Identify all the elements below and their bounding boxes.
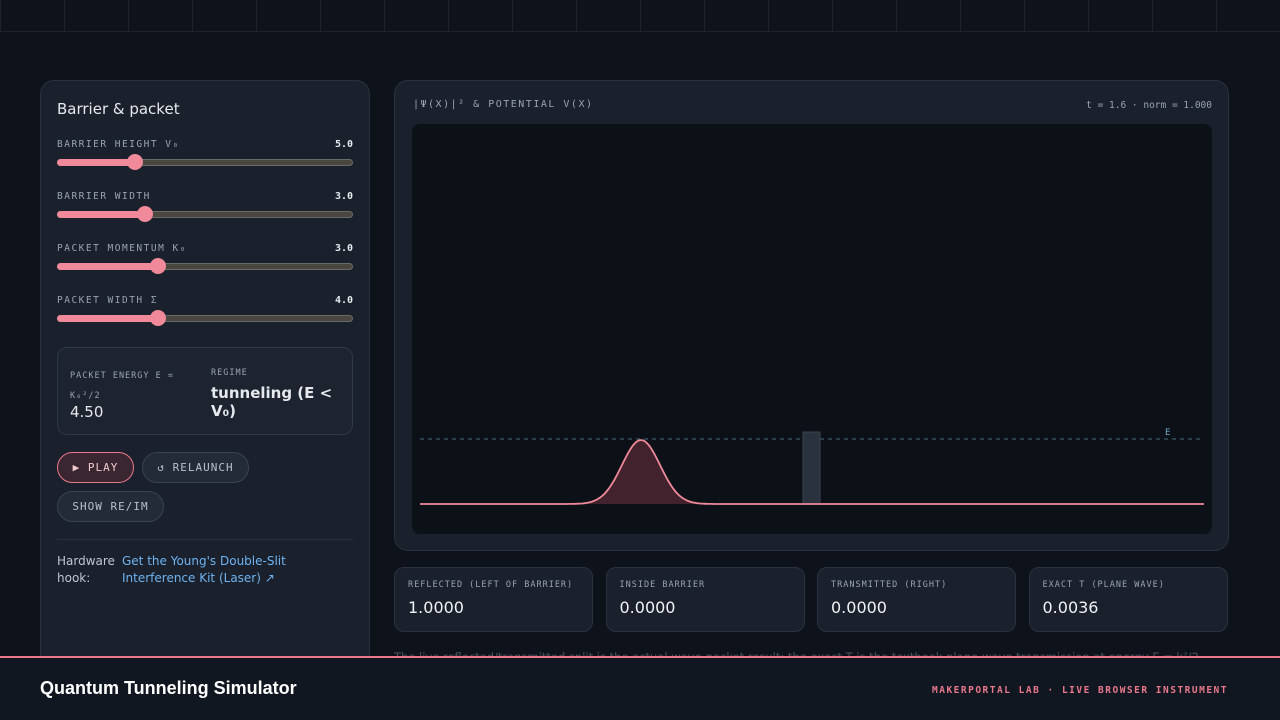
plot-bg [412,124,1212,534]
slider: BARRIER WIDTH 3.0 [57,191,353,222]
slider: PACKET MOMENTUM K₀ 3.0 [57,243,353,274]
slider-label: BARRIER WIDTH [57,191,151,202]
hook-label: Hardware hook: [57,554,115,585]
slider-value: 4.0 [334,295,353,306]
metric-card: REFLECTED (LEFT OF BARRIER) 1.0000 [394,567,593,632]
metric-value: 0.0000 [619,598,676,617]
panel-title: Barrier & packet [57,100,180,118]
slider-label: BARRIER HEIGHT V₀ [57,139,180,150]
metric-label: EXACT T (PLANE WAVE) [1042,580,1165,590]
metric-label: INSIDE BARRIER [619,580,706,590]
slider-thumb[interactable] [150,310,166,326]
slider-label: PACKET MOMENTUM K₀ [57,243,187,254]
metric-label: TRANSMITTED (RIGHT) [831,580,948,590]
top-bar [0,0,1280,32]
slider-label: PACKET WIDTH Σ [57,295,159,306]
metric-value: 0.0036 [1042,598,1099,617]
regime-label: REGIME [211,368,248,378]
slider-fill [57,211,145,218]
footer-title: Quantum Tunneling Simulator [40,678,297,698]
metric-card: EXACT T (PLANE WAVE) 0.0036 [1028,567,1228,632]
show-reim-button[interactable]: SHOW RE/IM [57,491,164,522]
regime-value: tunneling (E < V₀) [211,384,333,420]
energy-label: PACKET ENERGY E = K₀²/2 [70,371,174,401]
metric-value: 1.0000 [408,598,464,617]
energy-box: PACKET ENERGY E = K₀²/2 4.50 REGIME tunn… [57,347,353,435]
plot-panel: |Ψ(X)|² & POTENTIAL V(X) t = 1.6 · norm … [394,80,1229,551]
play-button[interactable]: ▶ PLAY [57,452,134,483]
slider: PACKET WIDTH Σ 4.0 [57,295,353,326]
footer-brand: MAKERPORTAL LAB · LIVE BROWSER INSTRUMEN… [932,685,1228,696]
energy-label: E [1165,428,1170,438]
slider-value: 3.0 [334,243,353,254]
slider-fill [57,315,158,322]
plot-status: t = 1.6 · norm = 1.000 [1086,100,1212,111]
slider-thumb[interactable] [137,206,153,222]
relaunch-button[interactable]: ↺ RELAUNCH [142,452,249,483]
slider-thumb[interactable] [150,258,166,274]
plot: E [412,124,1212,534]
slider: BARRIER HEIGHT V₀ 5.0 [57,139,353,170]
metric-card: TRANSMITTED (RIGHT) 0.0000 [817,567,1016,632]
slider-value: 3.0 [334,191,353,202]
barrier [802,431,821,505]
metric-card: INSIDE BARRIER 0.0000 [605,567,805,632]
plot-title: |Ψ(X)|² & POTENTIAL V(X) [413,99,594,110]
metric-value: 0.0000 [831,598,887,617]
divider [57,539,353,540]
footer: Quantum Tunneling Simulator MAKERPORTAL … [0,656,1280,720]
slider-value: 5.0 [334,139,353,150]
wave-packet [420,439,1204,505]
controls-panel: Barrier & packet BARRIER HEIGHT V₀ 5.0 BAR… [40,80,370,700]
metric-label: REFLECTED (LEFT OF BARRIER) [408,580,574,590]
slider-thumb[interactable] [127,154,143,170]
slider-fill [57,159,135,166]
energy-value: 4.50 [70,403,104,421]
slider-fill [57,263,158,270]
hook-link[interactable]: Get the Young's Double-Slit Interference… [122,554,286,585]
